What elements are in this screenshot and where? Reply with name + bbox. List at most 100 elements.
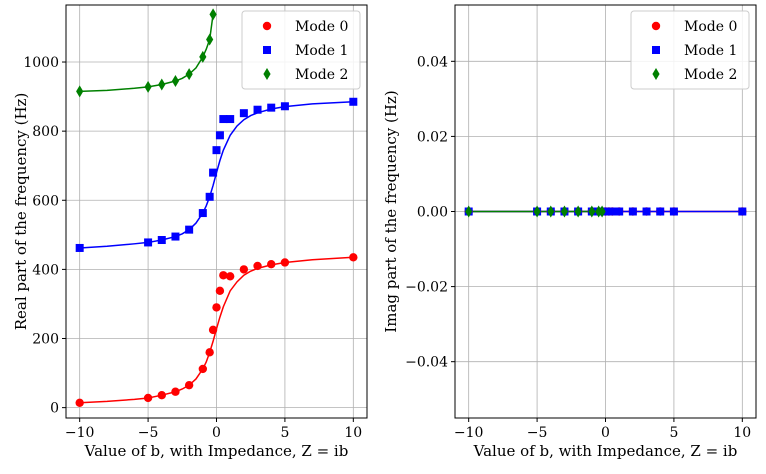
right-point-mode-1-16	[738, 207, 747, 216]
left-y-tick-label-5: 1000	[23, 55, 59, 71]
left-point-mode-2-5	[199, 50, 207, 63]
left-point-mode-0-12	[239, 265, 249, 274]
left-point-mode-0-11	[225, 272, 235, 281]
right-legend-item-mode-0: Mode 0	[651, 19, 737, 35]
left-point-mode-0-10	[219, 271, 228, 280]
left-legend-item-mode-1: Mode 1	[263, 43, 348, 59]
left-plot-area	[75, 8, 358, 407]
left-y-tick-label-3: 600	[32, 193, 59, 209]
left-x-tick-label-1: −5	[138, 425, 159, 441]
left-legend-box	[241, 10, 361, 90]
left-point-mode-0-13	[253, 261, 262, 271]
left-point-mode-1-6	[205, 192, 214, 201]
left-legend-label-mode-1: Mode 1	[295, 43, 348, 59]
right-legend-label-mode-0: Mode 0	[684, 19, 737, 35]
left-y-ticks: 0 200 400 600 800 1000	[23, 55, 66, 417]
right-legend-item-mode-2: Mode 2	[652, 67, 737, 83]
right-point-mode-2-5	[588, 205, 596, 218]
left-point-mode-1-13	[253, 105, 262, 114]
left-point-mode-0-3	[171, 387, 180, 396]
right-y-tick-label-0: −0.04	[405, 355, 448, 371]
right-legend-marker-mode-0	[651, 21, 661, 31]
left-point-mode-2-0	[76, 85, 84, 98]
left-series-markers-mode-1	[75, 97, 358, 252]
left-point-mode-1-4	[185, 225, 194, 234]
left-point-mode-2-3	[171, 75, 180, 88]
right-y-axis-label: Imag part of the frequency (Hz)	[382, 90, 400, 332]
left-x-ticks: −10 −5 0 5 10	[65, 418, 362, 441]
right-series-markers-mode-2	[465, 205, 606, 218]
left-chart: −10 −5 0 5 10 0 200 400 600 800 1000 Value of b, wi…	[12, 4, 368, 460]
left-point-mode-1-16	[349, 97, 358, 106]
right-point-mode-1-14	[656, 207, 665, 216]
left-point-mode-2-1	[144, 80, 152, 93]
right-legend-marker-mode-2	[652, 68, 660, 80]
right-plot-area	[464, 205, 747, 218]
left-series-markers-mode-0	[75, 253, 358, 407]
right-point-mode-2-3	[560, 205, 569, 218]
right-legend-label-mode-1: Mode 1	[684, 43, 737, 59]
right-x-axis-label: Value of b, with Impedance, Z = ib	[473, 442, 738, 460]
left-legend-marker-mode-1	[263, 46, 271, 54]
right-legend-marker-mode-1	[652, 46, 660, 54]
right-x-ticks: −10 −5 0 5 10	[454, 418, 751, 441]
left-point-mode-2-7	[209, 8, 217, 21]
right-chart: −10 −5 0 5 10 −0.04 −0.02 0.00 0.02 0.04 Value of …	[382, 4, 757, 460]
right-legend: Mode 0 Mode 1 Mode 2	[630, 10, 750, 90]
left-x-tick-label-4: 10	[344, 425, 362, 441]
right-point-mode-1-12	[628, 207, 637, 216]
left-point-mode-1-2	[157, 236, 166, 245]
left-x-tick-label-2: 0	[212, 425, 221, 441]
left-series-line-mode-2	[79, 14, 214, 93]
left-point-mode-0-5	[198, 364, 208, 374]
left-point-mode-0-6	[205, 348, 214, 357]
right-point-mode-1-15	[669, 207, 678, 216]
left-point-mode-0-2	[157, 390, 166, 400]
left-x-axis-label: Value of b, with Impedance, Z = ib	[84, 442, 349, 460]
right-point-mode-2-0	[465, 205, 473, 218]
left-point-mode-0-1	[143, 393, 153, 403]
left-point-mode-1-14	[267, 103, 276, 112]
right-point-mode-2-4	[574, 205, 582, 218]
left-point-mode-1-9	[215, 131, 224, 140]
right-x-tick-label-2: 0	[601, 425, 610, 441]
left-point-mode-1-7	[209, 168, 218, 177]
left-point-mode-1-12	[239, 109, 248, 118]
left-legend-item-mode-2: Mode 2	[263, 67, 348, 83]
left-x-tick-label-3: 5	[280, 425, 289, 441]
right-y-ticks: −0.04 −0.02 0.00 0.02 0.04	[405, 54, 455, 371]
left-point-mode-1-11	[226, 115, 235, 124]
right-point-mode-1-13	[642, 207, 651, 216]
left-legend-marker-mode-2	[263, 68, 271, 80]
left-legend-item-mode-0: Mode 0	[262, 19, 348, 35]
left-point-mode-1-3	[171, 232, 180, 241]
left-point-mode-0-15	[280, 258, 290, 267]
left-point-mode-1-10	[219, 115, 228, 124]
left-point-mode-1-5	[198, 209, 207, 218]
right-x-tick-label-4: 10	[733, 425, 751, 441]
left-legend-label-mode-2: Mode 2	[295, 67, 348, 83]
left-point-mode-0-4	[184, 380, 194, 390]
left-legend-label-mode-0: Mode 0	[295, 19, 348, 35]
right-legend-box	[630, 10, 750, 90]
right-y-tick-label-1: −0.02	[405, 280, 448, 296]
left-point-mode-1-1	[144, 238, 153, 247]
left-point-mode-0-16	[349, 253, 358, 262]
left-y-tick-label-4: 800	[32, 124, 59, 140]
right-x-tick-label-1: −5	[527, 425, 548, 441]
left-point-mode-1-8	[212, 146, 221, 155]
right-y-tick-label-4: 0.04	[417, 54, 448, 70]
left-point-mode-2-4	[185, 68, 193, 81]
left-legend: Mode 0 Mode 1 Mode 2	[241, 10, 361, 90]
left-x-tick-label-0: −10	[65, 425, 95, 441]
left-point-mode-1-15	[280, 102, 289, 111]
left-legend-marker-mode-0	[262, 21, 272, 31]
right-y-tick-label-2: 0.00	[417, 205, 448, 221]
left-y-tick-label-0: 0	[50, 401, 59, 417]
left-y-tick-label-2: 400	[32, 262, 59, 278]
right-x-tick-label-0: −10	[454, 425, 484, 441]
left-point-mode-0-7	[208, 325, 218, 335]
left-point-mode-2-2	[158, 78, 166, 91]
left-series-markers-mode-2	[76, 8, 217, 98]
